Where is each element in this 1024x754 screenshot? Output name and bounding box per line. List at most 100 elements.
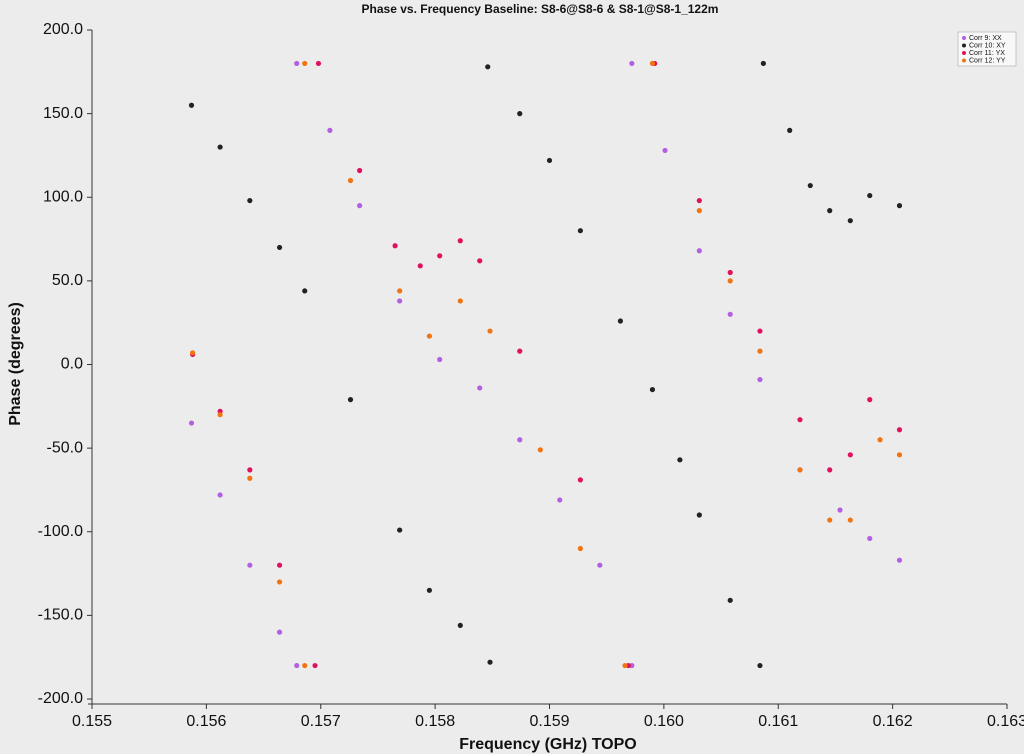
point	[757, 328, 763, 334]
point	[247, 475, 253, 481]
point	[727, 597, 733, 603]
point	[696, 197, 702, 204]
point	[247, 562, 253, 568]
y-tick-label: -50.0	[47, 439, 84, 456]
point	[276, 629, 283, 635]
point	[727, 278, 733, 284]
point	[487, 328, 493, 334]
point	[397, 527, 403, 533]
point	[847, 517, 853, 523]
point	[294, 60, 300, 67]
point	[190, 350, 196, 356]
point	[896, 452, 903, 458]
point	[294, 662, 300, 669]
point	[188, 420, 195, 426]
point	[487, 659, 493, 665]
point	[867, 397, 873, 403]
point	[437, 356, 443, 363]
point	[662, 147, 668, 154]
x-axis-label: Frequency (GHz) TOPO	[459, 736, 637, 753]
point	[896, 203, 903, 209]
point	[302, 60, 308, 67]
legend-marker	[962, 58, 966, 63]
legend-label: Corr 10: XY	[969, 42, 1006, 49]
point	[847, 452, 853, 458]
legend-marker	[962, 36, 966, 40]
y-tick-label: -150.0	[38, 607, 83, 624]
point	[247, 467, 253, 473]
point	[276, 244, 283, 251]
point	[392, 243, 398, 249]
x-tick-label: 0.163	[987, 713, 1024, 730]
point	[577, 228, 583, 234]
point	[787, 127, 793, 133]
point	[397, 298, 403, 304]
point	[517, 111, 523, 117]
point	[847, 218, 853, 224]
point	[276, 579, 283, 585]
point	[437, 253, 443, 259]
legend-marker	[962, 51, 966, 55]
point	[696, 208, 702, 214]
point	[217, 144, 223, 150]
point	[426, 333, 433, 339]
legend-box	[957, 31, 1017, 67]
point	[315, 60, 322, 67]
point	[757, 376, 763, 383]
point	[188, 102, 195, 108]
point	[622, 662, 628, 669]
point	[327, 127, 333, 133]
x-tick-label: 0.157	[301, 713, 341, 730]
point	[827, 208, 833, 214]
point	[546, 157, 553, 164]
point	[477, 385, 483, 391]
point	[827, 467, 833, 473]
point	[577, 477, 583, 483]
x-tick-label: 0.156	[186, 713, 226, 730]
point	[877, 437, 883, 443]
x-tick-label: 0.162	[873, 713, 913, 730]
x-tick-label: 0.159	[529, 713, 569, 730]
point	[347, 397, 354, 403]
legend-label: Corr 12: YY	[969, 57, 1006, 64]
y-tick-label: 0.0	[61, 356, 83, 373]
point	[457, 298, 463, 304]
point	[312, 662, 318, 669]
point	[807, 182, 813, 189]
point	[217, 492, 223, 498]
point	[417, 263, 423, 269]
point	[677, 457, 683, 463]
point	[760, 60, 766, 67]
y-tick-label: 150.0	[43, 105, 83, 122]
point	[347, 177, 354, 184]
point	[629, 60, 635, 67]
point	[867, 535, 873, 542]
x-tick-label: 0.160	[644, 713, 684, 730]
point	[896, 557, 903, 563]
point	[537, 447, 543, 453]
point	[357, 203, 363, 209]
point	[357, 167, 363, 174]
y-tick-label: 50.0	[52, 272, 83, 289]
x-tick-label: 0.158	[415, 713, 455, 730]
x-tick-label: 0.161	[758, 713, 798, 730]
point	[649, 386, 656, 393]
point	[217, 412, 223, 418]
point	[517, 437, 523, 443]
y-tick-label: -100.0	[38, 523, 83, 540]
point	[797, 417, 803, 423]
point	[597, 562, 603, 568]
point	[727, 269, 733, 276]
y-tick-label: 200.0	[43, 21, 83, 38]
point	[696, 248, 702, 254]
point	[649, 60, 656, 67]
point	[867, 192, 873, 199]
point	[517, 348, 523, 354]
point	[617, 318, 624, 324]
point	[302, 288, 308, 294]
y-tick-label: 100.0	[43, 188, 83, 205]
point	[896, 427, 903, 433]
chart-title: Phase vs. Frequency Baseline: S8-6@S8-6 …	[362, 2, 719, 16]
point	[485, 64, 491, 70]
legend-label: Corr 9: XX	[969, 35, 1002, 42]
